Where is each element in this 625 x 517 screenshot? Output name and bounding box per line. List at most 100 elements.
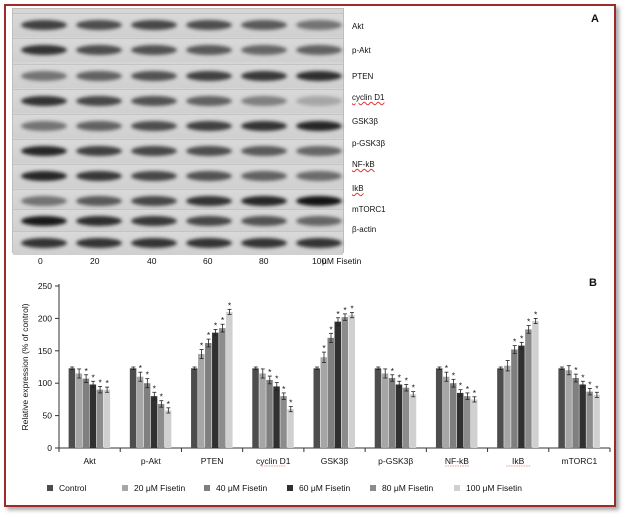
- bar: [280, 396, 287, 448]
- significance-star: *: [574, 365, 578, 375]
- lane-label: 60: [203, 256, 213, 266]
- significance-star: *: [207, 330, 211, 340]
- blot-band: [21, 171, 67, 181]
- blot-strip: [13, 164, 343, 188]
- protein-label: β-actin: [352, 225, 377, 234]
- legend-swatch: [287, 485, 293, 491]
- significance-star: *: [146, 370, 150, 380]
- significance-star: *: [350, 304, 354, 314]
- blot-band: [76, 196, 122, 206]
- bar: [532, 320, 539, 448]
- protein-label: PTEN: [352, 72, 374, 81]
- protein-label: p-Akt: [352, 46, 371, 55]
- blot-band: [131, 216, 177, 226]
- category-label: Akt: [83, 456, 96, 466]
- legend-swatch: [454, 485, 460, 491]
- bar: [341, 317, 348, 448]
- bar: [219, 328, 226, 448]
- significance-star: *: [595, 383, 599, 393]
- blot-band: [241, 20, 287, 30]
- legend-swatch: [47, 485, 53, 491]
- blot-strip: [13, 114, 343, 138]
- y-axis-label: Relative expression (% of control): [20, 303, 30, 430]
- lane-label: 80: [259, 256, 269, 266]
- blot-band: [186, 171, 232, 181]
- blot-band: [131, 20, 177, 30]
- panel-b-letter: B: [589, 277, 597, 289]
- bar: [518, 345, 525, 448]
- blot-band: [241, 71, 287, 81]
- blot-band: [186, 96, 232, 106]
- blot-band: [76, 96, 122, 106]
- blot-band: [131, 146, 177, 156]
- blot-band: [186, 238, 232, 248]
- blot-band: [76, 216, 122, 226]
- protein-label: NF-kB: [352, 160, 375, 169]
- bar: [388, 378, 396, 448]
- lane-unit-label: μM Fisetin: [322, 256, 362, 266]
- bar: [68, 368, 76, 448]
- blot-band: [241, 96, 287, 106]
- blot-band: [131, 45, 177, 55]
- blot-band: [241, 216, 287, 226]
- bar: [456, 392, 464, 448]
- bar: [212, 332, 219, 448]
- y-tick-label: 150: [38, 346, 52, 356]
- significance-star: *: [329, 324, 333, 334]
- legend-label: Control: [59, 483, 87, 493]
- lane-label: 20: [90, 256, 100, 266]
- blot-strip: [13, 38, 343, 62]
- bar: [327, 337, 334, 448]
- significance-star: *: [153, 383, 157, 393]
- significance-star: *: [473, 388, 477, 398]
- blot-band: [131, 96, 177, 106]
- bar: [409, 394, 417, 448]
- category-label: GSK3β: [321, 456, 349, 466]
- blot-strip: [13, 231, 343, 255]
- bar: [191, 368, 198, 448]
- bar: [511, 349, 518, 448]
- blot-band: [296, 121, 342, 131]
- significance-star: *: [200, 341, 204, 351]
- bar: [374, 368, 382, 448]
- significance-star: *: [84, 366, 88, 376]
- significance-star: *: [214, 320, 218, 330]
- blot-band: [76, 171, 122, 181]
- bar: [82, 378, 90, 448]
- significance-star: *: [322, 343, 326, 353]
- protein-label: p-GSK3β: [352, 139, 386, 148]
- protein-label: GSK3β: [352, 117, 378, 126]
- blot-band: [186, 20, 232, 30]
- bar: [164, 410, 172, 448]
- blot-strip: [13, 13, 343, 37]
- legend-swatch: [204, 485, 210, 491]
- category-label: PTEN: [201, 456, 224, 466]
- bar: [198, 354, 205, 448]
- bar: [463, 396, 471, 448]
- bar: [103, 389, 111, 448]
- y-tick-label: 200: [38, 313, 52, 323]
- blot-band: [21, 96, 67, 106]
- bar: [449, 383, 457, 448]
- y-tick-label: 0: [47, 443, 52, 453]
- significance-star: *: [275, 374, 279, 384]
- significance-star: *: [588, 379, 592, 389]
- blot-strip: [13, 89, 343, 113]
- bar: [572, 378, 579, 448]
- significance-star: *: [534, 309, 538, 319]
- significance-star: *: [398, 372, 402, 382]
- bar: [252, 368, 259, 448]
- significance-star: *: [466, 384, 470, 394]
- blot-band: [131, 71, 177, 81]
- legend-label: 20 μM Fisetin: [134, 483, 185, 493]
- bar: [558, 368, 565, 448]
- bar: [402, 387, 410, 448]
- blot-band: [296, 238, 342, 248]
- blot-band: [241, 45, 287, 55]
- blot-band: [186, 121, 232, 131]
- blot-band: [21, 196, 67, 206]
- bar: [320, 357, 327, 448]
- bar: [525, 329, 532, 448]
- blot-band: [186, 196, 232, 206]
